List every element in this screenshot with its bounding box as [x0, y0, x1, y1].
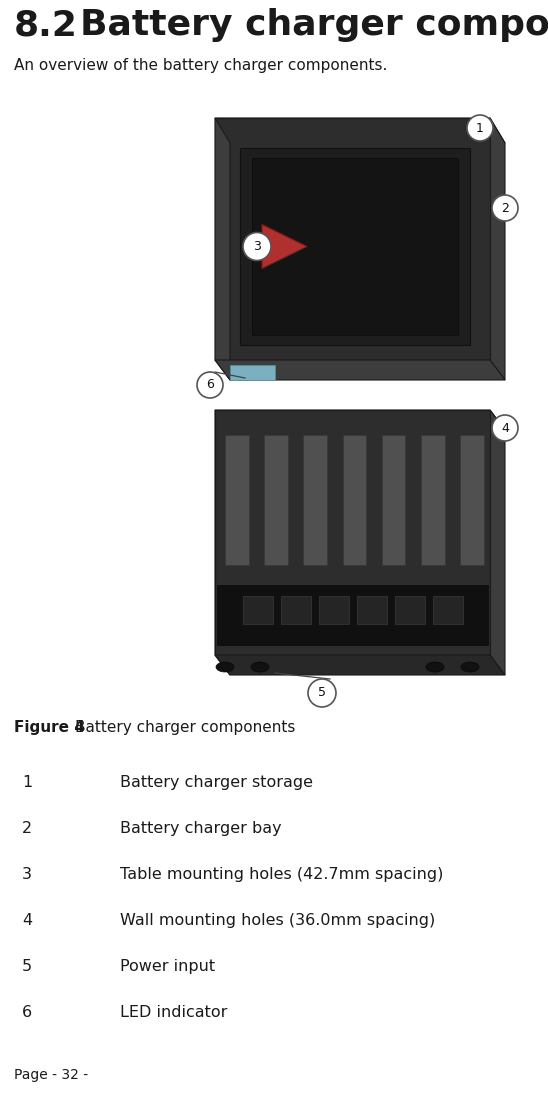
Polygon shape	[357, 596, 386, 624]
Text: 6: 6	[206, 379, 214, 392]
Polygon shape	[304, 435, 327, 565]
Polygon shape	[215, 410, 505, 430]
Text: An overview of the battery charger components.: An overview of the battery charger compo…	[14, 58, 387, 73]
Polygon shape	[217, 585, 488, 645]
Text: Battery charger bay: Battery charger bay	[120, 821, 282, 836]
Ellipse shape	[251, 662, 269, 672]
Polygon shape	[281, 596, 311, 624]
Text: 6: 6	[22, 1005, 32, 1020]
Polygon shape	[243, 596, 272, 624]
Polygon shape	[215, 360, 505, 380]
Circle shape	[492, 415, 518, 442]
Text: 3: 3	[253, 240, 261, 253]
Polygon shape	[264, 435, 288, 565]
Text: Battery charger components: Battery charger components	[75, 720, 295, 735]
Circle shape	[243, 232, 271, 261]
Text: 4: 4	[501, 422, 509, 435]
Circle shape	[467, 115, 493, 141]
Polygon shape	[382, 435, 406, 565]
Text: 1: 1	[22, 775, 32, 791]
Text: 5: 5	[22, 959, 32, 974]
Polygon shape	[225, 435, 249, 565]
Polygon shape	[215, 118, 490, 360]
Ellipse shape	[216, 662, 234, 672]
Ellipse shape	[426, 662, 444, 672]
Text: Power input: Power input	[120, 959, 215, 974]
Text: 2: 2	[501, 201, 509, 215]
Polygon shape	[215, 118, 505, 143]
Text: Battery charger components: Battery charger components	[80, 8, 548, 42]
Text: 2: 2	[22, 821, 32, 836]
Polygon shape	[252, 159, 458, 335]
Polygon shape	[215, 410, 230, 675]
Polygon shape	[432, 596, 463, 624]
Polygon shape	[240, 148, 470, 345]
Circle shape	[492, 195, 518, 221]
Text: Figure 4: Figure 4	[14, 720, 85, 735]
Polygon shape	[490, 118, 505, 380]
Text: 1: 1	[476, 121, 484, 134]
Text: 4: 4	[22, 913, 32, 928]
Text: LED indicator: LED indicator	[120, 1005, 227, 1020]
Text: Battery charger storage: Battery charger storage	[120, 775, 313, 791]
Polygon shape	[421, 435, 444, 565]
Circle shape	[197, 372, 223, 397]
Polygon shape	[262, 225, 307, 269]
Ellipse shape	[461, 662, 479, 672]
Polygon shape	[342, 435, 366, 565]
Polygon shape	[215, 410, 490, 655]
Text: Table mounting holes (42.7mm spacing): Table mounting holes (42.7mm spacing)	[120, 866, 443, 882]
Polygon shape	[215, 118, 230, 380]
Polygon shape	[395, 596, 425, 624]
Text: 8.2: 8.2	[14, 8, 78, 42]
Text: Page - 32 -: Page - 32 -	[14, 1068, 88, 1082]
Circle shape	[308, 679, 336, 707]
Text: 3: 3	[22, 866, 32, 882]
Text: 5: 5	[318, 687, 326, 699]
Text: Wall mounting holes (36.0mm spacing): Wall mounting holes (36.0mm spacing)	[120, 913, 435, 928]
Polygon shape	[230, 366, 275, 380]
Polygon shape	[460, 435, 484, 565]
Polygon shape	[490, 410, 505, 675]
Polygon shape	[318, 596, 349, 624]
Polygon shape	[215, 655, 505, 675]
